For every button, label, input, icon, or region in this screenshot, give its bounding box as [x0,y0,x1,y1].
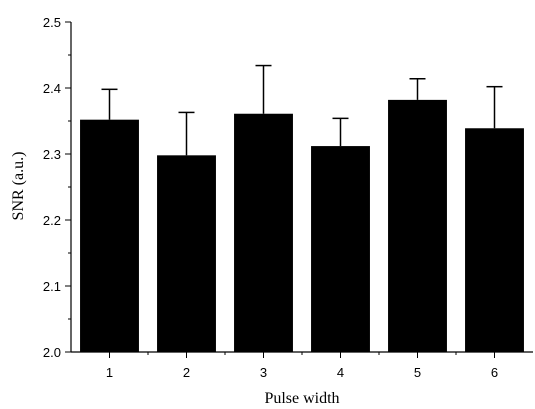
y-tick-label-2.0: 2.0 [43,345,61,360]
x-tick-label-4: 4 [337,365,344,380]
bar-4 [311,146,370,352]
y-tick-label-2.4: 2.4 [43,81,61,96]
error-bars-layer [101,64,503,156]
x-axis-title: Pulse width [264,390,339,407]
x-tick-label-5: 5 [414,365,421,380]
axes-layer [65,21,533,358]
y-tick-label-2.5: 2.5 [43,15,61,30]
x-tick-label-1: 1 [106,365,113,380]
x-tick-label-6: 6 [491,365,498,380]
bars-layer [80,99,524,353]
bar-6 [465,128,524,352]
y-tick-label-2.3: 2.3 [43,147,61,162]
x-tick-label-2: 2 [183,365,190,380]
bar-3 [234,113,293,353]
y-tick-label-2.2: 2.2 [43,213,61,228]
y-tick-label-2.1: 2.1 [43,279,61,294]
x-tick-label-3: 3 [260,365,267,380]
bar-2 [157,155,216,352]
y-axis-title: SNR (a.u.) [10,152,27,221]
bar-5 [388,99,447,352]
labels-layer: 1 2 3 4 5 6 2.0 2.1 2.2 2.3 2.4 2.5 [43,15,498,380]
bar-1 [80,119,139,353]
